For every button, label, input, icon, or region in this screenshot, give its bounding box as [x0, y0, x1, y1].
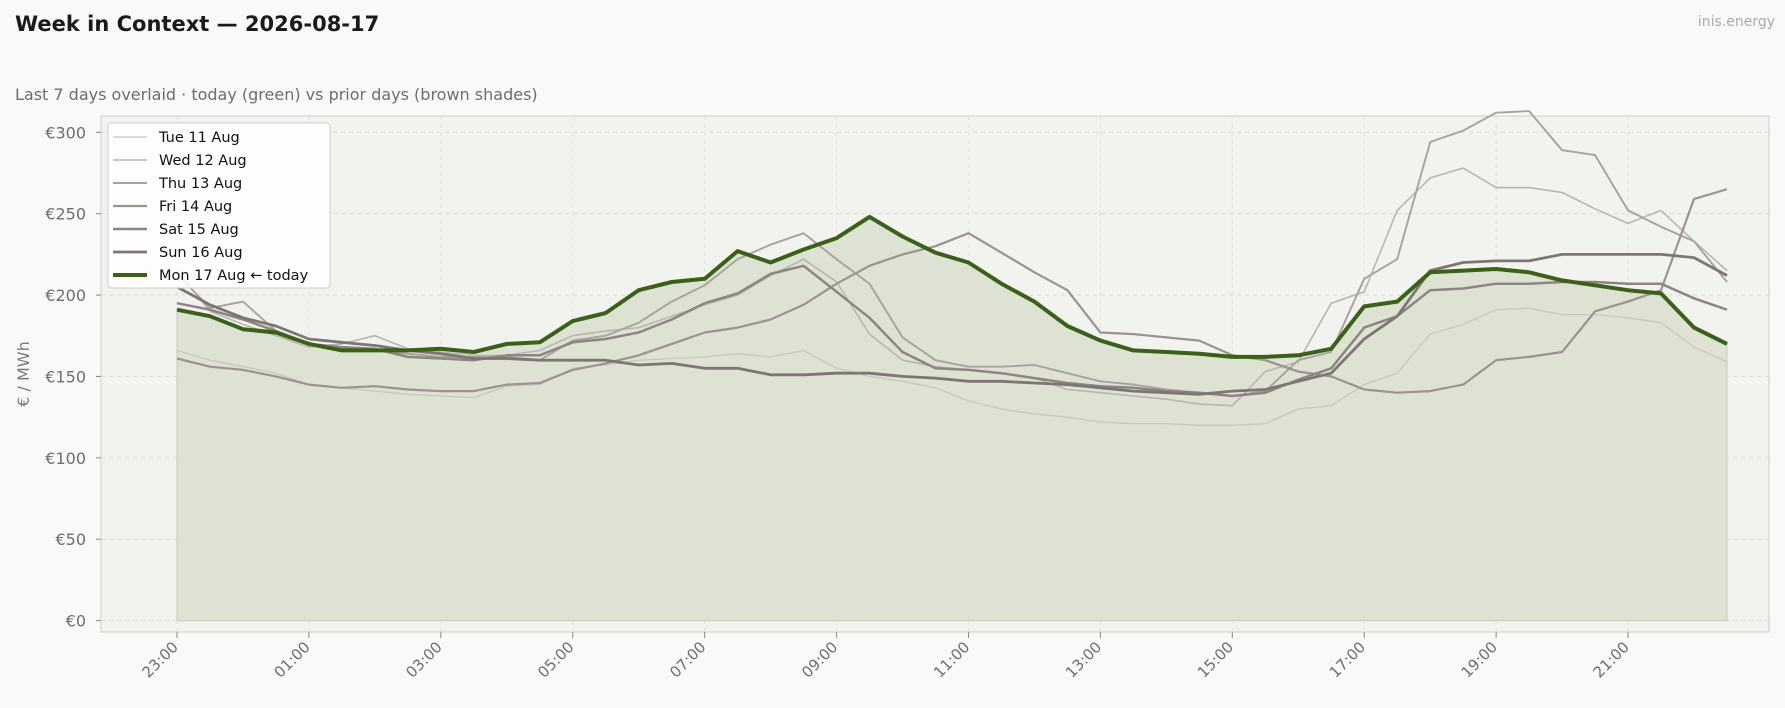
x-tick-label: 21:00: [1590, 638, 1633, 681]
x-tick-label: 11:00: [930, 638, 973, 681]
y-tick-label: €300: [45, 123, 86, 142]
series-line: [176, 264, 1728, 398]
series-line: [176, 214, 1728, 359]
chart-title: Week in Context — 2026-08-17: [15, 12, 380, 36]
y-tick-label: €100: [45, 449, 86, 468]
legend: Tue 11 Aug Wed 12 Aug Thu 13 Aug Fri 14 Aug…: [107, 122, 331, 289]
y-tick-label: €250: [45, 205, 86, 224]
legend-item-label: Thu 13 Aug: [158, 176, 242, 192]
legend-item-label: Tue 11 Aug: [158, 130, 240, 146]
legend-box: [107, 122, 331, 289]
x-tick-label: 19:00: [1458, 638, 1501, 681]
series-line: [176, 188, 1728, 394]
x-tick-label: 07:00: [666, 638, 709, 681]
x-axis: 23:00 01:00 03:00 05:00 07:00 09:00 11:00 13:00…: [139, 632, 1633, 681]
chart-subtitle: Last 7 days overlaid · today (green) vs …: [15, 85, 538, 104]
x-tick-label: 13:00: [1062, 638, 1105, 681]
y-tick-label: €150: [45, 367, 86, 386]
x-tick-label: 05:00: [534, 638, 577, 681]
y-axis: €0 €50 €100 €150 €200 €250 €300: [45, 123, 101, 631]
legend-item-label: Sun 16 Aug: [159, 245, 243, 261]
y-axis-label: € / MWh: [14, 341, 33, 407]
series-lines: [176, 110, 1728, 426]
x-tick-label: 09:00: [798, 638, 841, 681]
x-tick-label: 01:00: [270, 638, 313, 681]
series-line: [176, 110, 1728, 397]
y-tick-label: €0: [66, 612, 86, 631]
y-tick-label: €200: [45, 286, 86, 305]
legend-item-label: Wed 12 Aug: [159, 153, 247, 169]
x-tick-label: 23:00: [139, 638, 182, 681]
x-tick-label: 03:00: [402, 638, 445, 681]
x-tick-label: 17:00: [1326, 638, 1369, 681]
y-tick-label: €50: [55, 530, 86, 549]
legend-item-label: Fri 14 Aug: [159, 199, 232, 215]
series-line: [176, 252, 1728, 396]
brand-label: inis.energy: [1697, 14, 1775, 30]
series-line: [176, 307, 1728, 426]
legend-item-label: Mon 17 Aug ← today: [159, 268, 309, 284]
x-tick-label: 15:00: [1194, 638, 1237, 681]
legend-item-label: Sat 15 Aug: [159, 222, 239, 238]
